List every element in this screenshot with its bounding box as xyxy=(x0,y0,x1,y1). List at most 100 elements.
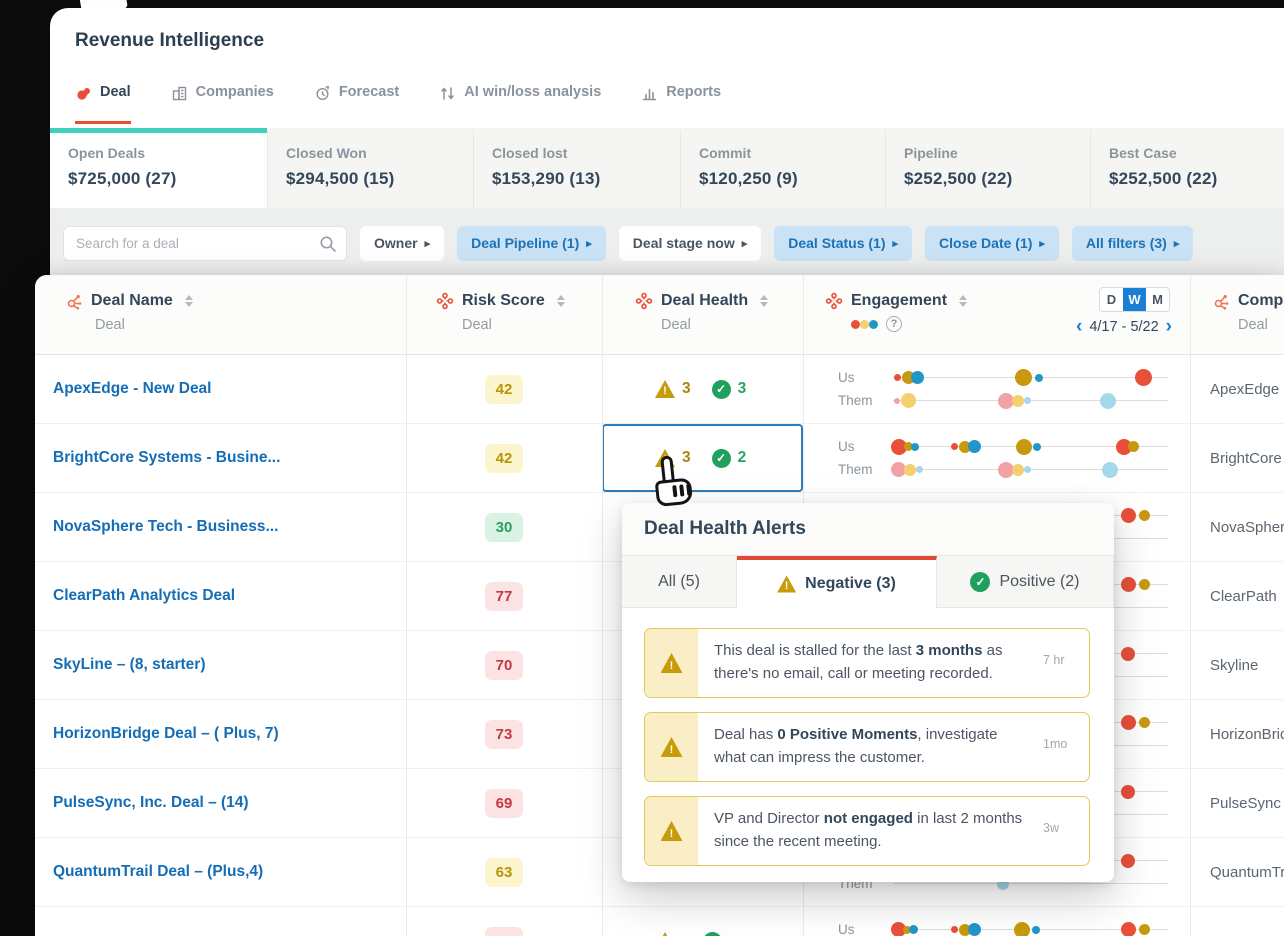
risk-score-badge: 77 xyxy=(485,581,523,611)
next-week-icon[interactable]: › xyxy=(1165,316,1172,337)
check-icon: ✓ xyxy=(711,448,731,468)
summary-card-label: Closed Won xyxy=(286,145,367,161)
warning-icon xyxy=(660,653,683,673)
column-sublabel: Deal xyxy=(95,317,125,333)
deal-name-link[interactable]: ApexEdge - New Deal xyxy=(53,380,212,397)
period-toggle-d[interactable]: D xyxy=(1106,292,1117,307)
engagement-dot-pink xyxy=(997,461,1014,478)
summary-card-commit[interactable]: Commit $120,250 (9) xyxy=(680,128,885,208)
positive-count: 3 xyxy=(737,380,747,397)
sort-toggle[interactable] xyxy=(184,295,193,307)
nav-tab-deal[interactable]: Deal xyxy=(75,84,131,124)
filter-label: Deal Pipeline (1) xyxy=(471,235,580,251)
engagement-dot-pink xyxy=(997,392,1014,409)
engagement-dot-gold xyxy=(1139,717,1151,728)
column-label: Risk Score xyxy=(462,292,545,309)
deal-health-cell[interactable]: 3 ✓ 3 xyxy=(602,355,803,423)
deal-name-link[interactable]: NovaSphere Tech - Business... xyxy=(53,518,279,535)
deal-search xyxy=(63,225,347,261)
alerts-list: This deal is stalled for the last 3 mont… xyxy=(622,608,1114,866)
deal-name-link[interactable]: HorizonBridge Deal – ( Plus, 7) xyxy=(53,725,279,742)
prev-week-icon[interactable]: ‹ xyxy=(1076,316,1083,337)
filter-deal-stage-now[interactable]: Deal stage now ▸ xyxy=(618,225,762,261)
nav-tab-companies[interactable]: Companies xyxy=(171,84,274,124)
engagement-dot-red xyxy=(1120,715,1136,730)
engagement-dot-pink xyxy=(894,397,901,404)
column-label: Company xyxy=(1238,292,1284,309)
check-icon: ✓ xyxy=(711,379,731,399)
filter-label: All filters (3) xyxy=(1085,235,1167,251)
sort-toggle[interactable] xyxy=(556,295,565,307)
summary-card-pipeline[interactable]: Pipeline $252,500 (22) xyxy=(885,128,1090,208)
popup-tab-negative-3-[interactable]: Negative (3) xyxy=(737,556,937,608)
company-name: NovaSphere xyxy=(1210,518,1284,536)
column-header-risk-score[interactable]: Risk Score Deal xyxy=(406,275,602,354)
column-divider xyxy=(406,275,407,936)
deal-health-cell[interactable]: 3 ✓ 2 xyxy=(602,424,803,492)
nav-tab-forecast[interactable]: Forecast xyxy=(314,84,399,124)
date-range: 4/17 - 5/22 xyxy=(1089,319,1159,335)
search-icon xyxy=(320,235,336,252)
filter-all-filters-3-[interactable]: All filters (3) ▸ xyxy=(1071,225,1194,261)
filter-bar: Owner▸Deal Pipeline (1)▸Deal stage now▸D… xyxy=(50,208,1284,278)
engagement-dot-pink xyxy=(891,462,906,477)
search-input[interactable] xyxy=(64,226,346,260)
engagement-dot-yellow xyxy=(900,393,916,408)
engagement-us-line: Us xyxy=(838,435,1168,458)
warning-icon xyxy=(777,575,797,593)
summary-card-closed-won[interactable]: Closed Won $294,500 (15) xyxy=(267,128,473,208)
nav-tab-ai-win-loss-analysis[interactable]: AI win/loss analysis xyxy=(439,84,601,124)
filter-deal-status-1-[interactable]: Deal Status (1) ▸ xyxy=(774,225,913,261)
deal-name-link[interactable]: QuantumTrail Deal – (Plus,4) xyxy=(53,863,264,880)
company-name: BrightCore xyxy=(1210,449,1282,467)
sort-toggle[interactable] xyxy=(760,295,769,307)
engagement-dot-ltblue xyxy=(1102,461,1119,478)
warning-icon xyxy=(655,380,675,398)
filter-owner[interactable]: Owner ▸ xyxy=(360,225,445,261)
warning-icon xyxy=(660,737,683,757)
nav-tab-reports[interactable]: Reports xyxy=(641,84,721,124)
popup-tab-all-5-[interactable]: All (5) xyxy=(622,556,737,608)
risk-score-cell: 42 xyxy=(406,374,602,404)
engagement-us-label: Us xyxy=(838,439,855,454)
engagement-dot-red xyxy=(1116,438,1132,455)
deal-health-cell[interactable]: ✓ xyxy=(602,907,803,936)
column-header-deal-name[interactable]: Deal Name Deal xyxy=(35,275,406,354)
deal-name-link[interactable]: ClearPath Analytics Deal xyxy=(53,587,236,604)
filter-close-date-1-[interactable]: Close Date (1) ▸ xyxy=(925,225,1059,261)
alert-card[interactable]: VP and Director not engaged in last 2 mo… xyxy=(644,796,1090,866)
engagement-dot-yellow xyxy=(1012,463,1025,476)
deal-name-link[interactable]: BrightCore Systems - Busine... xyxy=(53,449,281,466)
summary-card-closed-lost[interactable]: Closed lost $153,290 (13) xyxy=(473,128,680,208)
alert-card[interactable]: Deal has 0 Positive Moments, investigate… xyxy=(644,712,1090,782)
risk-score-badge: 42 xyxy=(485,374,523,404)
reports-icon xyxy=(641,84,658,102)
deal-name-link[interactable]: PulseSync, Inc. Deal – (14) xyxy=(53,794,249,811)
period-toggle-w[interactable]: W xyxy=(1123,288,1146,311)
summary-card-best-case[interactable]: Best Case $252,500 (22) xyxy=(1090,128,1284,208)
engagement-dot-gold xyxy=(958,440,971,453)
filter-deal-pipeline-1-[interactable]: Deal Pipeline (1) ▸ xyxy=(457,225,606,261)
custom-object-icon xyxy=(635,292,653,310)
popup-tab-positive-2-[interactable]: ✓ Positive (2) xyxy=(937,556,1114,608)
popup-header: Deal Health Alerts xyxy=(622,503,1114,556)
alert-card[interactable]: This deal is stalled for the last 3 mont… xyxy=(644,628,1090,698)
help-icon[interactable]: ? xyxy=(886,316,902,332)
deal-health-alerts-popup: Deal Health Alerts All (5) Negative (3) ✓ P… xyxy=(622,503,1114,882)
engagement-dot-red xyxy=(1134,369,1152,386)
engagement-dot-blue xyxy=(967,440,981,453)
column-header-company[interactable]: Company Deal xyxy=(1190,275,1284,354)
chevron-right-icon: ▸ xyxy=(892,238,899,250)
deal-name-link[interactable]: SkyLine – (8, starter) xyxy=(53,656,206,673)
summary-cards: Open Deals $725,000 (27) Closed Won $294,50… xyxy=(50,128,1284,208)
engagement-dot-blue xyxy=(1034,373,1043,382)
engagement-us-label: Us xyxy=(838,922,855,936)
summary-card-open-deals[interactable]: Open Deals $725,000 (27) xyxy=(50,128,267,208)
engagement-us-track xyxy=(891,918,1168,936)
period-toggle-m[interactable]: M xyxy=(1152,292,1163,307)
column-header-deal-health[interactable]: Deal Health Deal xyxy=(602,275,803,354)
sort-toggle[interactable] xyxy=(959,295,968,307)
